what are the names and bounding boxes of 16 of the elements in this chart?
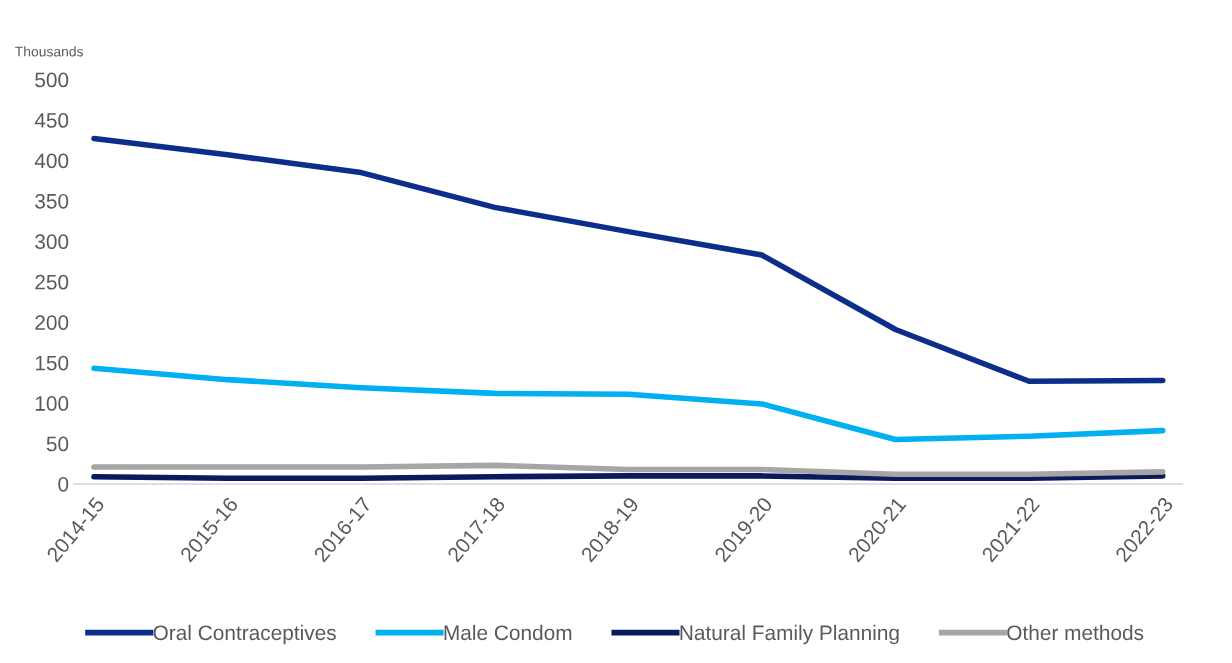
y-tick-label: 300 xyxy=(35,234,69,250)
legend-label: Male Condom xyxy=(444,624,572,641)
y-tick-label: 450 xyxy=(34,113,69,128)
y-tick-label: 500 xyxy=(35,72,69,88)
y-tick-label: 350 xyxy=(35,193,69,209)
legend-label: Other methods xyxy=(1007,624,1144,641)
y-tick-label: 0 xyxy=(58,476,69,492)
y-tick-label: 150 xyxy=(35,355,69,371)
y-tick-label: 100 xyxy=(35,396,69,411)
legend-label: Oral Contraceptives xyxy=(153,624,336,645)
y-tick-label: 400 xyxy=(34,153,69,169)
y-axis-title: Thousands xyxy=(15,46,83,57)
y-tick-label: 250 xyxy=(35,274,69,290)
y-tick-label: 50 xyxy=(46,436,69,452)
y-tick-label: 200 xyxy=(35,315,69,330)
legend-label: Natural Family Planning xyxy=(680,624,899,645)
